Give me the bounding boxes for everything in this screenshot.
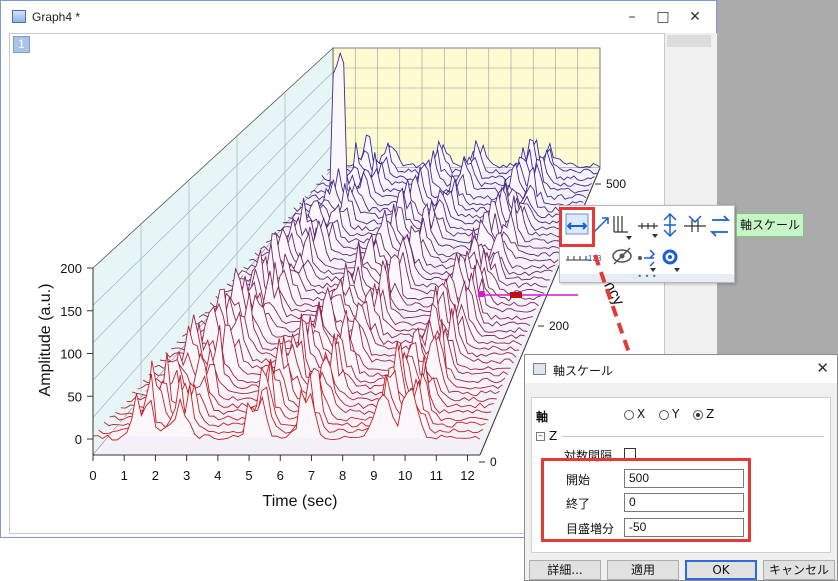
axis-scale-icon[interactable] [565, 213, 589, 235]
z-tick-label: 200 [549, 319, 569, 333]
highlight-box-fields [541, 458, 751, 542]
axis-settings-gear-icon[interactable] [662, 249, 680, 272]
dialog-close-icon[interactable]: ✕ [816, 359, 829, 377]
radio-axis-z-label[interactable]: Z [706, 407, 715, 421]
cancel-button[interactable]: キャンセル [763, 560, 835, 580]
axis-label: 軸 [536, 410, 549, 424]
hide-axis-icon[interactable] [612, 247, 632, 265]
apply-button[interactable]: 適用 [607, 560, 679, 580]
side-grid-line [92, 71, 334, 306]
swap-axes-icon[interactable] [709, 215, 731, 237]
z-tick-label: 0 [490, 455, 497, 469]
x-tick-label: 3 [183, 468, 190, 483]
to-label: 終了 [566, 497, 591, 511]
waterfall-traces [92, 51, 601, 441]
radio-axis-y-label[interactable]: Y [672, 407, 680, 421]
x-tick-label: 8 [339, 468, 346, 483]
side-grid-line [92, 119, 334, 381]
radio-axis-x[interactable] [624, 410, 634, 420]
close-icon[interactable]: ✕ [689, 9, 701, 25]
details-button[interactable]: 詳細... [529, 560, 601, 580]
selection-handle-active[interactable] [510, 292, 522, 298]
x-tick-label: 7 [308, 468, 315, 483]
x-tick-label: 1 [121, 468, 128, 483]
dialog-title: 軸スケール [553, 364, 614, 378]
svg-text:123: 123 [588, 254, 602, 263]
tooltip-axis-scale: 軸スケール [736, 213, 804, 237]
axis-position-icon[interactable] [663, 212, 677, 238]
axis-link-icon[interactable] [638, 249, 656, 272]
side-wall-grid [92, 71, 334, 418]
x-tick-label: 10 [398, 468, 412, 483]
from-label: 開始 [566, 473, 591, 487]
layer-indicator[interactable]: 1 [13, 36, 30, 53]
y-tick-label: 50 [68, 389, 82, 404]
y-axis-ticks: 200 150 100 50 0 [60, 261, 93, 447]
y-tick-label: 100 [60, 347, 82, 362]
x-tick-label: 5 [245, 468, 252, 483]
highlight-box-toolbar [559, 207, 595, 247]
y-tick-label: 150 [60, 304, 82, 319]
rescale-icon[interactable] [593, 217, 609, 233]
increment-input[interactable]: -50 [624, 518, 744, 537]
title-bar: Graph4 * – □ ✕ [1, 1, 716, 33]
y-tick-label: 200 [60, 261, 82, 276]
dialog-settings-panel: 軸 X Y Z – Z 対数間隔 開始 500 終了 0 目盛増分 -50 [531, 397, 831, 553]
section-z-label: Z [549, 429, 558, 443]
to-input[interactable]: 0 [624, 493, 744, 512]
radio-axis-y[interactable] [659, 410, 669, 420]
x-tick-label: 11 [430, 468, 444, 483]
axis-scale-dialog: 軸スケール ✕ 軸 X Y Z – Z 対数間隔 開始 500 終了 0 目盛増… [524, 354, 838, 581]
tick-direction-icon[interactable] [638, 223, 658, 238]
collapse-section-icon[interactable]: – [536, 432, 545, 441]
radio-axis-z[interactable] [693, 410, 703, 420]
from-input[interactable]: 500 [624, 469, 744, 488]
axis-break-icon[interactable] [684, 215, 706, 232]
tick-label-format-icon[interactable]: 123 [566, 254, 602, 263]
y-axis-title[interactable]: Amplitude (a.u.) [37, 284, 54, 397]
side-grid-line [92, 143, 334, 418]
maximize-icon[interactable]: □ [656, 9, 670, 25]
z-axis-ticks: 500 200 0 [479, 177, 626, 469]
tick-style-icon[interactable] [613, 216, 632, 240]
x-tick-label: 2 [152, 468, 159, 483]
x-tick-label: 4 [214, 468, 221, 483]
x-axis-ticks: 0 1 2 3 4 5 6 7 8 9 10 11 12 [89, 455, 475, 483]
toolbar-grip[interactable]: • • • [560, 273, 734, 282]
x-tick-label: 0 [89, 468, 96, 483]
x-tick-label: 6 [277, 468, 284, 483]
graph-window-icon [12, 10, 26, 23]
window-title: Graph4 * [32, 10, 81, 24]
x-axis-title[interactable]: Time (sec) [263, 493, 338, 510]
radio-axis-x-label[interactable]: X [637, 407, 646, 421]
z-tick-label: 500 [606, 177, 626, 191]
ok-button[interactable]: OK [685, 560, 757, 580]
side-grid-line [92, 95, 334, 344]
minimize-icon[interactable]: – [628, 9, 636, 25]
x-tick-label: 12 [460, 468, 474, 483]
x-tick-label: 9 [370, 468, 377, 483]
back-wall-grid [333, 48, 600, 168]
selection-handle[interactable] [478, 291, 484, 297]
waterfall-trace [92, 387, 481, 441]
dialog-title-bar: 軸スケール ✕ [525, 355, 837, 383]
section-divider [562, 436, 824, 437]
dialog-icon [533, 363, 546, 375]
scrollbar-thumb[interactable] [667, 35, 711, 47]
increment-label: 目盛増分 [566, 522, 615, 536]
y-tick-label: 0 [75, 432, 82, 447]
background-area [717, 0, 838, 355]
